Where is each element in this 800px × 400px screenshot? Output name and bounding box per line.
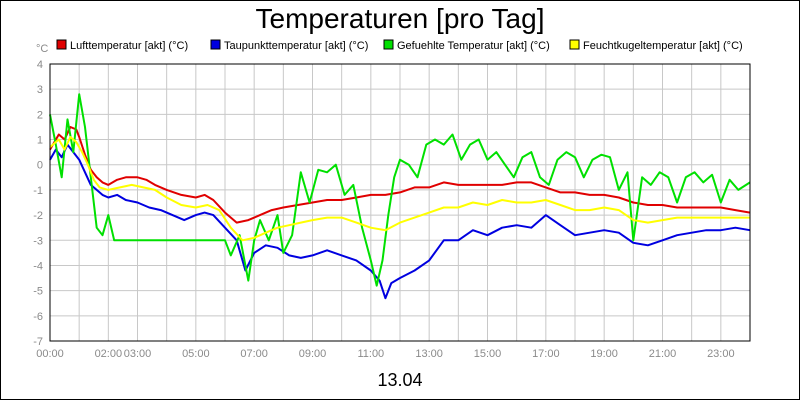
y-tick-label: -7 bbox=[33, 336, 43, 348]
x-tick-label: 21:00 bbox=[649, 348, 677, 360]
x-tick-label: 09:00 bbox=[299, 348, 327, 360]
y-tick-label: 1 bbox=[37, 135, 43, 147]
legend-label: Feuchtkugeltemperatur [akt] (°C) bbox=[583, 40, 743, 52]
y-tick-label: -1 bbox=[33, 185, 43, 197]
x-tick-label: 23:00 bbox=[707, 348, 735, 360]
y-tick-label: -6 bbox=[33, 311, 43, 323]
x-tick-label: 15:00 bbox=[474, 348, 502, 360]
chart-title: Temperaturen [pro Tag] bbox=[256, 3, 545, 34]
x-tick-label: 13:00 bbox=[415, 348, 443, 360]
x-tick-label: 19:00 bbox=[590, 348, 618, 360]
date-label: 13.04 bbox=[377, 370, 422, 390]
x-tick-label: 03:00 bbox=[124, 348, 152, 360]
y-tick-label: -2 bbox=[33, 210, 43, 222]
y-axis: 4 3 2 1 0 -1 -2 -3 -4 -5 -6 -7 bbox=[33, 59, 43, 348]
legend-swatch bbox=[569, 39, 580, 50]
y-unit-label: °C bbox=[36, 43, 48, 55]
series-line-2 bbox=[49, 143, 751, 300]
legend: Lufttemperatur [akt] (°C) Taupunkttempera… bbox=[56, 39, 743, 52]
x-tick-label: 07:00 bbox=[240, 348, 268, 360]
plot-border bbox=[49, 63, 751, 342]
x-axis: 00:00 02:00 03:00 05:00 07:00 09:00 11:00 13:00… bbox=[36, 348, 734, 360]
x-tick-label: 02:00 bbox=[95, 348, 123, 360]
legend-label: Taupunkttemperatur [akt] (°C) bbox=[224, 40, 368, 52]
y-tick-label: 0 bbox=[37, 160, 43, 172]
y-tick-label: -4 bbox=[33, 260, 43, 272]
series-line-1 bbox=[49, 126, 751, 224]
legend-label: Gefuehlte Temperatur [akt] (°C) bbox=[397, 40, 550, 52]
x-tick-label: 17:00 bbox=[532, 348, 560, 360]
series-line-4 bbox=[49, 136, 750, 242]
y-tick-label: -5 bbox=[33, 286, 43, 298]
x-tick-label: 05:00 bbox=[182, 348, 210, 360]
series-lines bbox=[49, 93, 751, 300]
x-tick-label: 00:00 bbox=[36, 348, 64, 360]
y-tick-label: 2 bbox=[37, 109, 43, 121]
y-tick-label: -3 bbox=[33, 235, 43, 247]
y-tick-label: 3 bbox=[37, 84, 43, 96]
x-tick-label: 11:00 bbox=[357, 348, 384, 360]
y-tick-label: 4 bbox=[37, 59, 43, 71]
legend-swatch bbox=[383, 39, 394, 50]
legend-swatch bbox=[56, 39, 67, 50]
series-line-3 bbox=[49, 93, 751, 287]
legend-swatch bbox=[210, 39, 221, 50]
legend-label: Lufttemperatur [akt] (°C) bbox=[70, 40, 188, 52]
